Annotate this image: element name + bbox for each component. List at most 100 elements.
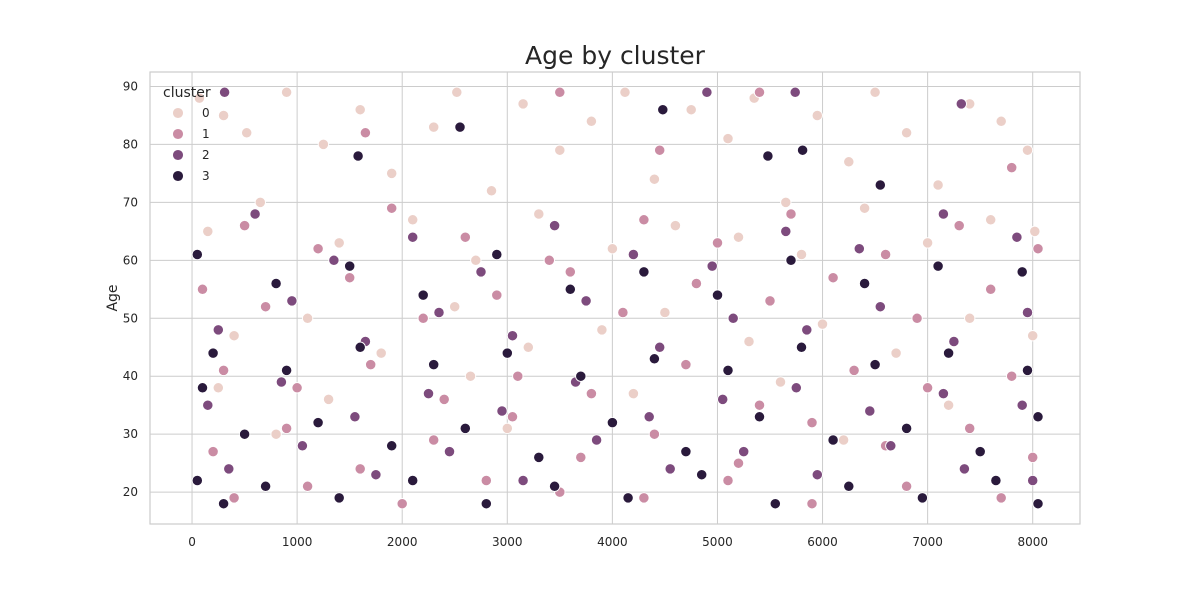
- point-cluster-1: [196, 283, 209, 295]
- point-cluster-3: [270, 277, 282, 290]
- point-cluster-1: [238, 219, 251, 232]
- point-cluster-3: [207, 347, 219, 359]
- point-cluster-1: [900, 480, 913, 492]
- point-cluster-2: [937, 208, 950, 220]
- point-cluster-1: [301, 480, 314, 492]
- point-cluster-2: [407, 231, 419, 243]
- point-cluster-0: [451, 86, 463, 98]
- point-cluster-2: [727, 312, 739, 324]
- point-cluster-2: [296, 440, 309, 452]
- y-tick-label: 50: [123, 311, 138, 325]
- point-cluster-2: [496, 405, 508, 417]
- legend-label: 0: [202, 106, 210, 120]
- point-cluster-2: [874, 301, 886, 313]
- point-cluster-3: [575, 370, 587, 382]
- point-cluster-1: [365, 358, 377, 371]
- point-cluster-2: [955, 98, 967, 110]
- point-cluster-0: [900, 127, 913, 139]
- point-cluster-1: [785, 208, 797, 220]
- point-cluster-2: [811, 469, 823, 481]
- point-cluster-1: [491, 289, 503, 301]
- point-cluster-3: [900, 422, 913, 435]
- point-cluster-2: [286, 295, 298, 307]
- point-cluster-3: [1032, 498, 1044, 510]
- point-cluster-3: [1032, 411, 1044, 423]
- point-cluster-3: [638, 266, 650, 278]
- legend-marker: [172, 170, 184, 182]
- point-cluster-2: [580, 295, 592, 307]
- point-cluster-0: [869, 86, 881, 98]
- point-cluster-0: [217, 109, 230, 122]
- point-cluster-0: [470, 254, 482, 266]
- x-tick-label: 4000: [597, 535, 628, 549]
- point-cluster-0: [241, 127, 253, 139]
- point-cluster-2: [1021, 306, 1034, 319]
- point-cluster-1: [359, 127, 372, 139]
- point-cluster-2: [212, 324, 224, 336]
- point-cluster-1: [259, 301, 272, 313]
- point-cluster-1: [438, 393, 450, 406]
- point-cluster-1: [879, 248, 892, 261]
- point-cluster-2: [853, 243, 865, 255]
- point-cluster-0: [270, 428, 282, 440]
- point-cluster-2: [801, 324, 813, 336]
- point-cluster-0: [333, 237, 345, 249]
- point-cluster-3: [795, 341, 808, 353]
- point-cluster-0: [843, 156, 855, 168]
- point-cluster-0: [627, 387, 640, 400]
- point-cluster-3: [238, 428, 251, 440]
- point-cluster-2: [701, 86, 713, 98]
- point-cluster-1: [512, 370, 524, 382]
- point-cluster-3: [657, 104, 669, 116]
- legend: cluster 0 1 2 3: [163, 85, 211, 183]
- point-cluster-0: [280, 86, 293, 98]
- point-cluster-3: [459, 422, 471, 435]
- point-cluster-2: [780, 225, 792, 238]
- point-cluster-0: [659, 306, 671, 319]
- point-cluster-1: [690, 277, 703, 290]
- point-cluster-1: [680, 358, 692, 371]
- point-cluster-2: [706, 260, 718, 272]
- point-cluster-1: [953, 219, 965, 232]
- point-cluster-0: [202, 225, 214, 238]
- point-cluster-3: [869, 358, 881, 371]
- point-cluster-1: [585, 387, 598, 400]
- point-cluster-3: [942, 347, 955, 359]
- point-cluster-3: [606, 416, 619, 429]
- point-cluster-0: [942, 399, 955, 411]
- point-cluster-0: [596, 324, 608, 336]
- point-cluster-0: [228, 330, 240, 342]
- point-cluster-3: [858, 277, 871, 290]
- point-cluster-1: [911, 312, 923, 324]
- point-cluster-3: [407, 474, 419, 487]
- point-cluster-0: [921, 237, 934, 249]
- point-cluster-1: [1032, 243, 1044, 255]
- point-cluster-2: [223, 463, 235, 475]
- point-cluster-3: [280, 364, 293, 377]
- legend-label: 1: [202, 127, 210, 141]
- point-cluster-1: [753, 86, 766, 98]
- point-cluster-1: [806, 498, 818, 510]
- point-cluster-1: [312, 243, 324, 255]
- point-cluster-0: [685, 104, 697, 116]
- point-cluster-0: [554, 144, 566, 156]
- point-cluster-0: [428, 121, 440, 133]
- point-cluster-3: [990, 474, 1002, 487]
- point-cluster-2: [370, 469, 382, 481]
- point-cluster-2: [948, 335, 960, 348]
- y-tick-label: 40: [123, 369, 138, 383]
- x-tick-label: 5000: [702, 535, 733, 549]
- y-axis-label: Age: [105, 284, 121, 311]
- point-cluster-0: [811, 109, 823, 122]
- point-cluster-0: [669, 219, 682, 232]
- point-cluster-0: [375, 347, 387, 359]
- point-cluster-2: [885, 440, 897, 452]
- point-cluster-2: [443, 445, 456, 458]
- point-cluster-1: [638, 492, 650, 504]
- point-cluster-3: [352, 150, 364, 162]
- point-cluster-3: [196, 382, 209, 394]
- point-cluster-2: [590, 434, 603, 446]
- point-cluster-1: [617, 306, 629, 319]
- chart-title: Age by cluster: [525, 41, 706, 70]
- data-points: [191, 86, 1044, 510]
